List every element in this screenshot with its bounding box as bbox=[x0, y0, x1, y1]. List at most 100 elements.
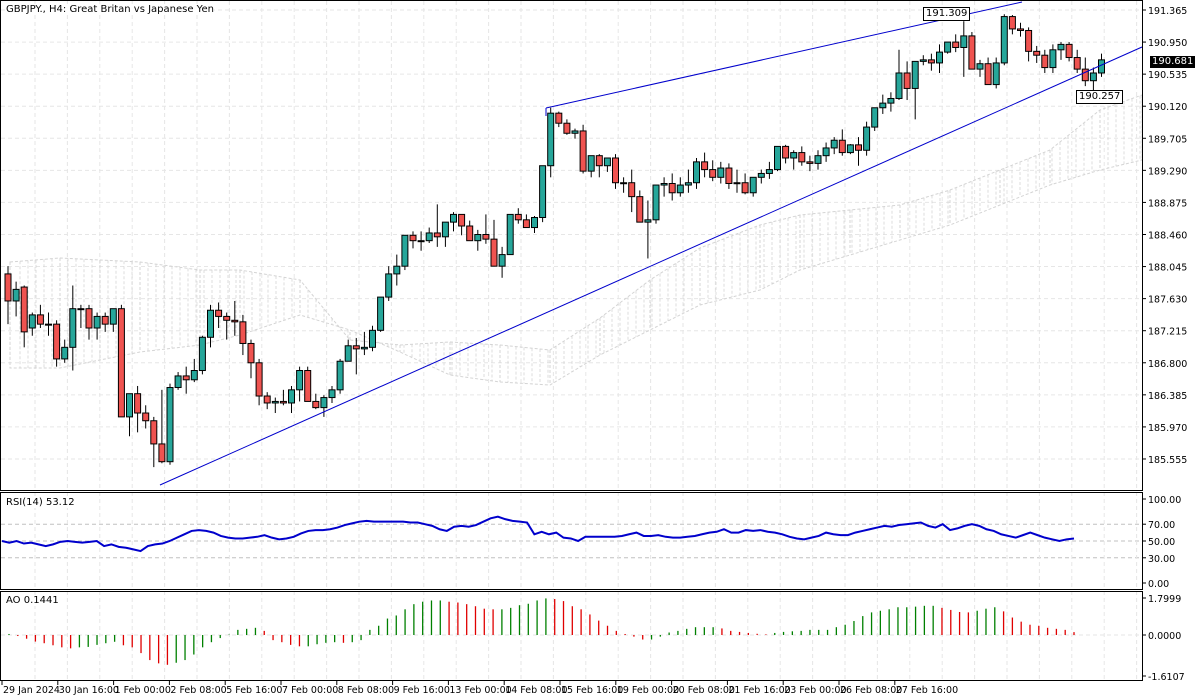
candle bbox=[490, 219, 498, 267]
price-tick: 188.460 bbox=[1148, 230, 1187, 241]
candle bbox=[409, 231, 417, 249]
candle bbox=[255, 358, 263, 406]
candle bbox=[676, 177, 684, 197]
candle bbox=[215, 302, 223, 329]
price-tick: 189.290 bbox=[1148, 166, 1187, 177]
candle bbox=[725, 163, 733, 189]
candle bbox=[466, 220, 474, 242]
candle bbox=[336, 358, 344, 394]
candle bbox=[344, 339, 352, 362]
candle bbox=[1017, 22, 1024, 37]
rsi-tick: 30.00 bbox=[1148, 554, 1175, 565]
price-axis[interactable]: 191.365 190.950 190.535 190.120 189.705 189.2… bbox=[1142, 6, 1187, 683]
rsi-tick: 0.00 bbox=[1148, 579, 1169, 590]
candle bbox=[117, 304, 125, 418]
time-tick: 13 Feb 00:00 bbox=[449, 685, 511, 696]
candle bbox=[126, 393, 133, 437]
candle bbox=[919, 55, 927, 66]
candle bbox=[190, 358, 198, 383]
candle bbox=[93, 312, 101, 340]
price-tick: 190.950 bbox=[1148, 38, 1187, 49]
rsi-tick: 70.00 bbox=[1148, 520, 1175, 531]
candle bbox=[142, 405, 150, 429]
candle bbox=[782, 144, 790, 164]
candle bbox=[288, 385, 295, 414]
candle bbox=[441, 221, 449, 247]
time-tick: 7 Feb 00:00 bbox=[282, 685, 338, 696]
candle bbox=[263, 392, 271, 410]
ao-grid bbox=[1, 591, 1142, 680]
high-price-label: 191.309 bbox=[923, 7, 971, 21]
candle bbox=[620, 177, 628, 193]
candle bbox=[693, 157, 700, 189]
time-tick: 8 Feb 08:00 bbox=[338, 685, 394, 696]
price-tick: 185.970 bbox=[1148, 423, 1187, 434]
time-tick: 21 Feb 16:00 bbox=[728, 685, 790, 696]
candle bbox=[109, 308, 117, 332]
candle bbox=[304, 366, 312, 402]
candle bbox=[174, 372, 182, 390]
candle bbox=[1025, 27, 1033, 62]
time-tick: 1 Feb 00:00 bbox=[115, 685, 171, 696]
candle bbox=[12, 281, 20, 317]
candle bbox=[701, 152, 709, 178]
candle bbox=[328, 385, 336, 403]
candle bbox=[522, 214, 530, 229]
candle bbox=[158, 389, 166, 464]
current-price-badge: 190.681 bbox=[1150, 56, 1196, 68]
candle bbox=[279, 389, 287, 406]
time-tick: 5 Feb 16:00 bbox=[226, 685, 282, 696]
lower-trendline[interactable] bbox=[159, 46, 1143, 486]
ao-label: AO 0.1441 bbox=[6, 595, 59, 606]
candle bbox=[644, 200, 652, 259]
candle bbox=[903, 61, 911, 101]
candle bbox=[45, 312, 52, 336]
candle bbox=[830, 137, 838, 155]
time-tick: 29 Jan 2024 bbox=[3, 685, 60, 696]
candle bbox=[717, 161, 725, 184]
candle bbox=[806, 155, 814, 172]
candle bbox=[628, 169, 636, 213]
price-tick: 188.045 bbox=[1148, 263, 1187, 274]
ao-tick: 1.7999 bbox=[1148, 594, 1181, 605]
price-tick: 187.215 bbox=[1148, 327, 1187, 338]
time-tick: 30 Jan 16:00 bbox=[59, 685, 119, 696]
candle bbox=[417, 231, 425, 251]
candle bbox=[482, 214, 490, 244]
candle bbox=[247, 339, 255, 379]
candle bbox=[652, 184, 660, 224]
candle bbox=[927, 53, 935, 71]
candle bbox=[450, 212, 457, 232]
candle bbox=[871, 107, 879, 131]
time-tick: 9 Feb 16:00 bbox=[394, 685, 450, 696]
candle bbox=[636, 190, 644, 223]
candle bbox=[36, 304, 44, 329]
price-tick: 185.555 bbox=[1148, 455, 1187, 466]
candle bbox=[85, 304, 93, 340]
price-tick: 187.630 bbox=[1148, 295, 1187, 306]
candle bbox=[684, 169, 692, 193]
candle bbox=[231, 300, 239, 336]
candle bbox=[579, 124, 587, 174]
candle bbox=[377, 296, 385, 332]
candle bbox=[1065, 42, 1073, 62]
candle bbox=[514, 208, 522, 224]
candle bbox=[709, 160, 717, 182]
candle bbox=[385, 266, 393, 301]
price-tick: 186.385 bbox=[1148, 391, 1187, 402]
chart-title: GBPJPY., H4: Great Britan vs Japanese Ye… bbox=[6, 4, 214, 15]
candle bbox=[320, 395, 328, 417]
candle bbox=[1057, 42, 1065, 60]
candle bbox=[61, 339, 69, 363]
candle bbox=[401, 234, 409, 271]
price-tick: 188.875 bbox=[1148, 198, 1187, 209]
candle bbox=[20, 285, 28, 348]
candle bbox=[69, 285, 77, 371]
price-tick: 186.800 bbox=[1148, 359, 1187, 370]
candle bbox=[101, 312, 109, 332]
candle bbox=[1049, 44, 1057, 73]
candle bbox=[433, 204, 441, 247]
candle bbox=[798, 146, 806, 166]
